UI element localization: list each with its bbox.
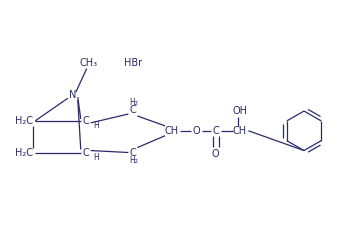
Text: CH₃: CH₃ [80,58,98,68]
Text: H₂: H₂ [129,156,138,165]
Text: H₂: H₂ [129,98,138,107]
Text: H₂C: H₂C [15,116,33,126]
Text: HBr: HBr [124,58,142,68]
Text: CH: CH [165,126,179,136]
Text: N: N [69,90,76,100]
Text: O: O [192,126,200,136]
Text: CH: CH [233,126,247,136]
Text: H: H [94,121,99,130]
Text: O: O [212,150,219,160]
Text: OH: OH [232,106,247,116]
Text: H: H [94,153,99,162]
Text: C: C [212,126,219,136]
Text: C: C [82,148,89,158]
Text: C: C [130,148,137,158]
Text: H₂C: H₂C [15,148,33,158]
Text: C: C [130,105,137,115]
Text: C: C [82,116,89,126]
